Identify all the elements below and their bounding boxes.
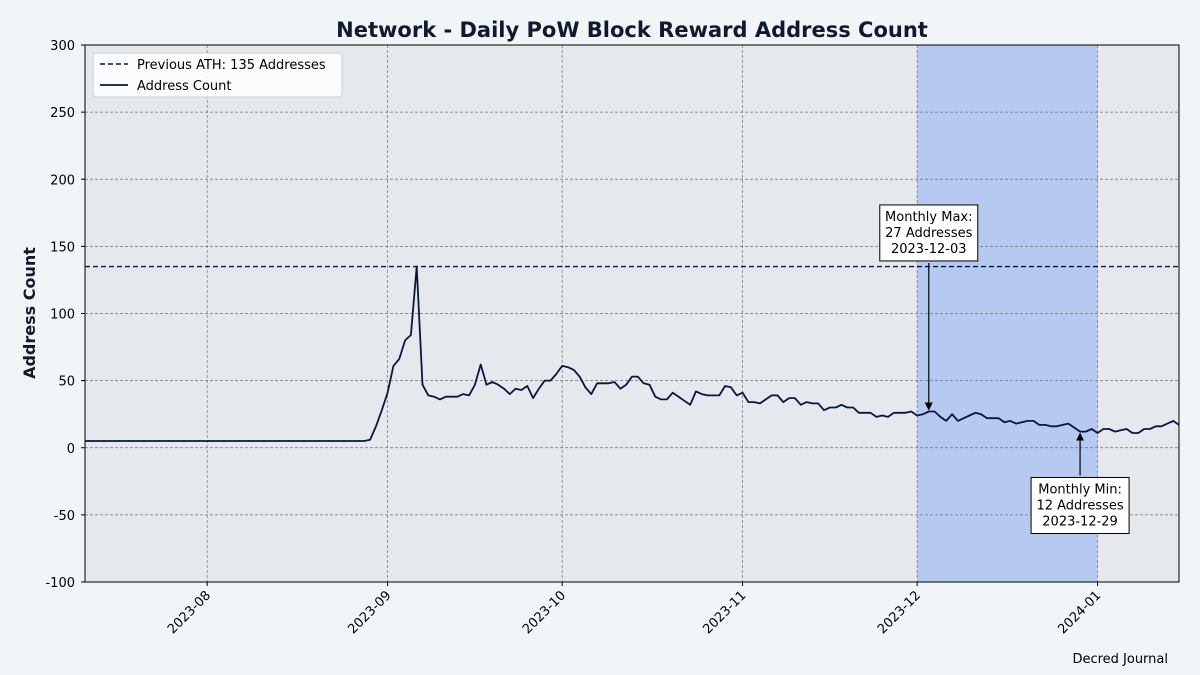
- y-tick-label: 250: [50, 106, 75, 121]
- y-tick-label: -50: [54, 509, 75, 524]
- y-tick-label: 50: [58, 375, 75, 390]
- x-tick-label: 2023-09: [345, 588, 394, 637]
- annotation-text: Monthly Min:: [1038, 482, 1122, 497]
- footer-credit: Decred Journal: [1072, 652, 1168, 667]
- x-tick-label: 2023-12: [875, 588, 924, 637]
- legend-label-address-count: Address Count: [137, 79, 232, 94]
- x-tick-label: 2024-01: [1055, 588, 1104, 637]
- y-tick-label: -100: [45, 576, 75, 591]
- annotation-text: 2023-12-03: [891, 242, 967, 257]
- y-tick-label: 150: [50, 240, 75, 255]
- plot-area: [84, 44, 1180, 583]
- annotation-text: 27 Addresses: [885, 226, 972, 241]
- x-tick-label: 2023-11: [700, 588, 749, 637]
- annotation-box: [879, 204, 979, 262]
- y-tick-label: 300: [50, 39, 75, 54]
- y-tick-label: 200: [50, 173, 75, 188]
- legend-box: [92, 52, 343, 98]
- x-tick-label: 2023-10: [520, 588, 569, 637]
- legend: Previous ATH: 135 Addresses Address Count: [92, 52, 343, 98]
- y-axis-label: Address Count: [20, 247, 39, 379]
- x-tick-label: 2023-08: [165, 588, 214, 637]
- annotation-text: 12 Addresses: [1036, 498, 1123, 513]
- plot-content: [85, 44, 1180, 583]
- annotation-text: 2023-12-29: [1042, 514, 1118, 529]
- y-tick-label: 0: [67, 442, 75, 457]
- chart-title: Network - Daily PoW Block Reward Address…: [336, 18, 928, 42]
- annotation-text: Monthly Max:: [885, 210, 972, 225]
- series-line-address-count: [85, 265, 1180, 442]
- annotation-box: [1030, 476, 1130, 534]
- legend-label-previous-ath: Previous ATH: 135 Addresses: [137, 58, 326, 73]
- y-tick-label: 100: [50, 308, 75, 323]
